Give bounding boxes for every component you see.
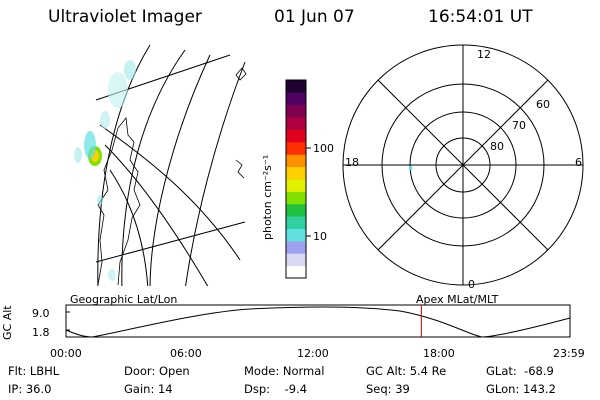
- timeline-ymax: 9.0: [32, 307, 50, 320]
- lat-label-80: 80: [490, 140, 504, 153]
- colorbar-segment: [286, 191, 306, 205]
- colorbar-segment: [286, 203, 306, 217]
- door-info: Door: Open: [124, 364, 190, 378]
- colorbar-segment: [286, 154, 306, 168]
- aurora-patch: [97, 195, 103, 205]
- aurora-patch: [108, 269, 116, 281]
- mlt-label-18: 18: [345, 156, 359, 169]
- glat-info: GLat: -68.9: [486, 364, 554, 378]
- aurora-patch: [124, 60, 136, 80]
- gain-info: Gain: 14: [124, 382, 173, 396]
- colorbar-segment: [286, 240, 306, 254]
- xtick-0000: 00:00: [50, 347, 82, 360]
- map-grid-arc: [149, 54, 211, 286]
- aurora-patch: [108, 72, 128, 108]
- lat-label-60: 60: [536, 98, 550, 111]
- timeline-left-label: Geographic Lat/Lon: [70, 293, 178, 306]
- coastline: [97, 117, 141, 286]
- coastline: [235, 159, 245, 179]
- map-grid-line: [95, 221, 246, 263]
- aurora-patch: [100, 111, 110, 129]
- altitude-curve: [65, 306, 571, 338]
- xtick-1800: 18:00: [423, 347, 455, 360]
- mlt-label-6: 6: [575, 156, 582, 169]
- colorbar-segment: [286, 80, 306, 93]
- colorbar-segment: [286, 179, 306, 192]
- mode-info: Mode: Normal: [244, 364, 325, 378]
- ip-info: IP: 36.0: [8, 382, 52, 396]
- map-grid-arc: [99, 124, 241, 261]
- gc-alt-info: GC Alt: 5.4 Re: [366, 364, 447, 378]
- seq-info: Seq: 39: [366, 382, 410, 396]
- colorbar-segment: [286, 253, 306, 267]
- xtick-0600: 06:00: [170, 347, 202, 360]
- xtick-1200: 12:00: [297, 347, 329, 360]
- map-grid-arc: [109, 169, 149, 286]
- colorbar-segment: [286, 129, 306, 143]
- colorbar-segment: [286, 92, 306, 106]
- filter-info: Flt: LBHL: [8, 364, 60, 378]
- timeline-right-label: Apex MLat/MLT: [416, 293, 499, 306]
- colorbar-segment: [286, 228, 306, 242]
- aurora-patch: [84, 131, 96, 159]
- lat-label-70: 70: [512, 119, 526, 132]
- colorbar-segment: [286, 166, 306, 180]
- colorbar-segment: [286, 265, 306, 279]
- colorbar-segment: [286, 141, 306, 155]
- colorbar-segment: [286, 117, 306, 130]
- dsp-info: Dsp: -9.4: [244, 382, 308, 396]
- coastline: [235, 67, 247, 81]
- colorbar-segment: [286, 104, 306, 118]
- glon-info: GLon: 143.2: [486, 382, 556, 396]
- map-grid-arc: [97, 44, 151, 286]
- time-label: 16:54:01 UT: [428, 7, 533, 27]
- aurora-patch: [74, 147, 82, 163]
- colorbar-tick-10: 10: [313, 230, 327, 243]
- timeline-ymin: 1.8: [32, 326, 50, 339]
- mlt-label-0: 0: [468, 278, 475, 291]
- map-grid-arc: [185, 61, 246, 286]
- date-label: 01 Jun 07: [274, 7, 355, 27]
- aurora-point: [409, 166, 412, 170]
- instrument-title: Ultraviolet Imager: [48, 7, 202, 27]
- map-grid-arc: [104, 144, 209, 286]
- xtick-2359: 23:59: [553, 347, 585, 360]
- colorbar-tick-100: 100: [313, 142, 334, 155]
- mlt-label-12: 12: [477, 48, 491, 61]
- colorbar-segment: [286, 216, 306, 229]
